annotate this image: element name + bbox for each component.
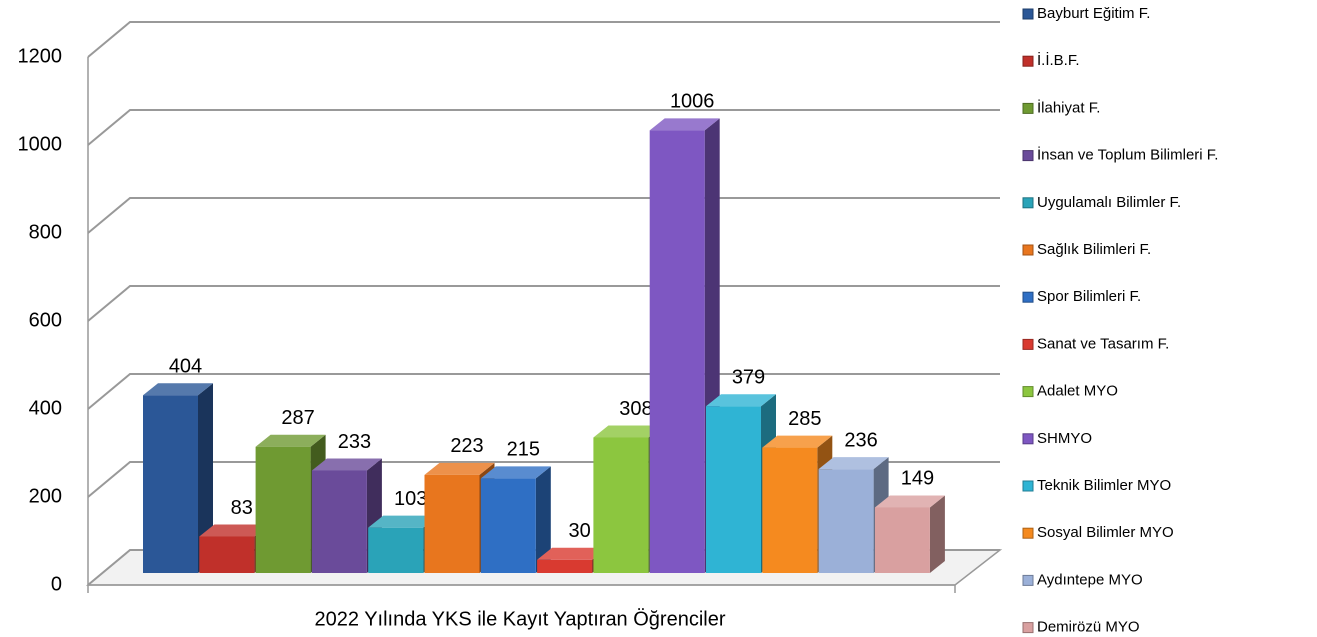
category-label: 2022 Yılında YKS ile Kayıt Yaptıran Öğre… — [315, 608, 726, 630]
legend-label: Uygulamalı Bilimler F. — [1037, 194, 1181, 211]
legend-label: Spor Bilimleri F. — [1037, 288, 1141, 305]
grid-line — [87, 285, 1000, 322]
legend-label: Demirözü MYO — [1037, 619, 1140, 636]
data-label: 103 — [394, 488, 427, 510]
bar-front — [874, 507, 930, 573]
legend-swatch — [1022, 433, 1034, 445]
bar-front — [143, 395, 198, 573]
data-label: 236 — [844, 429, 877, 451]
y-tick-label: 400 — [29, 397, 62, 419]
data-label: 1006 — [670, 91, 715, 113]
bar-top — [480, 466, 551, 479]
legend-swatch — [1022, 386, 1034, 398]
grid-line — [87, 21, 1000, 58]
bar-side — [535, 466, 551, 573]
bar-front — [762, 447, 818, 573]
bar-front — [706, 406, 761, 573]
bar-top — [649, 118, 720, 131]
legend-label: Adalet MYO — [1037, 383, 1118, 400]
bar-front — [255, 446, 311, 573]
legend-swatch — [1022, 574, 1034, 586]
bar-top — [143, 383, 213, 396]
legend-label: SHMYO — [1037, 430, 1092, 447]
legend-label: Aydıntepe MYO — [1037, 571, 1143, 588]
legend-swatch — [1022, 527, 1034, 539]
bar-top — [368, 515, 439, 528]
data-label: 404 — [169, 356, 202, 378]
legend-label: Sosyal Bilimler MYO — [1037, 524, 1174, 541]
bar-side — [929, 495, 945, 573]
legend-swatch — [1022, 622, 1034, 634]
data-label: 215 — [507, 439, 540, 461]
legend-label: Teknik Bilimler MYO — [1037, 477, 1171, 494]
data-label: 223 — [450, 435, 483, 457]
data-label: 83 — [231, 497, 253, 519]
y-tick-label: 1200 — [18, 45, 63, 67]
legend-swatch — [1022, 291, 1034, 303]
bar-front — [424, 474, 480, 573]
bar-top — [199, 524, 270, 537]
legend-swatch — [1022, 8, 1034, 20]
grid-line — [87, 197, 1000, 234]
bar-side — [198, 383, 213, 573]
bar-front — [311, 470, 367, 573]
legend-label: İ.İ.B.F. — [1037, 51, 1080, 69]
data-label: 285 — [788, 408, 821, 430]
data-label: 287 — [281, 407, 314, 429]
bar-front — [199, 536, 255, 573]
y-tick-label: 200 — [29, 485, 62, 507]
bar-top — [424, 462, 495, 475]
legend-swatch — [1022, 150, 1034, 162]
legend-label: İlahiyat F. — [1037, 98, 1100, 116]
data-label: 379 — [732, 367, 765, 389]
legend-swatch — [1022, 102, 1034, 114]
bar-top — [255, 434, 326, 447]
bar-front — [649, 130, 705, 574]
bar-front — [368, 527, 424, 573]
y-tick-label: 800 — [29, 221, 62, 243]
grid-line — [87, 109, 1000, 146]
bar-top — [762, 435, 833, 448]
y-tick-label: 600 — [29, 309, 62, 331]
bar — [874, 495, 945, 573]
legend-swatch — [1022, 244, 1034, 256]
bar-top — [874, 495, 945, 508]
legend-swatch — [1022, 197, 1034, 209]
data-label: 149 — [901, 468, 934, 490]
bar-top — [311, 458, 382, 471]
data-label: 233 — [338, 431, 371, 453]
grid-line — [87, 373, 1000, 410]
bar-top — [818, 457, 889, 470]
bar-top — [706, 394, 776, 407]
bar — [143, 383, 213, 573]
legend-swatch — [1022, 480, 1034, 492]
bar-front — [537, 559, 593, 573]
bar-front — [480, 478, 536, 573]
bar — [480, 466, 551, 573]
data-label: 30 — [568, 520, 590, 542]
bar-top — [537, 547, 608, 560]
legend-label: İnsan ve Toplum Bilimleri F. — [1037, 146, 1218, 164]
legend-label: Sanat ve Tasarım F. — [1037, 335, 1169, 352]
legend-label: Bayburt Eğitim F. — [1037, 5, 1150, 22]
bar-front — [818, 469, 874, 573]
y-tick-label: 1000 — [18, 133, 63, 155]
bar-top — [593, 425, 664, 438]
legend-swatch — [1022, 55, 1034, 67]
legend-swatch — [1022, 338, 1034, 350]
y-tick-label: 0 — [51, 573, 62, 595]
bar-front — [593, 437, 649, 573]
legend-label: Sağlık Bilimleri F. — [1037, 241, 1151, 258]
data-label: 308 — [619, 398, 652, 420]
